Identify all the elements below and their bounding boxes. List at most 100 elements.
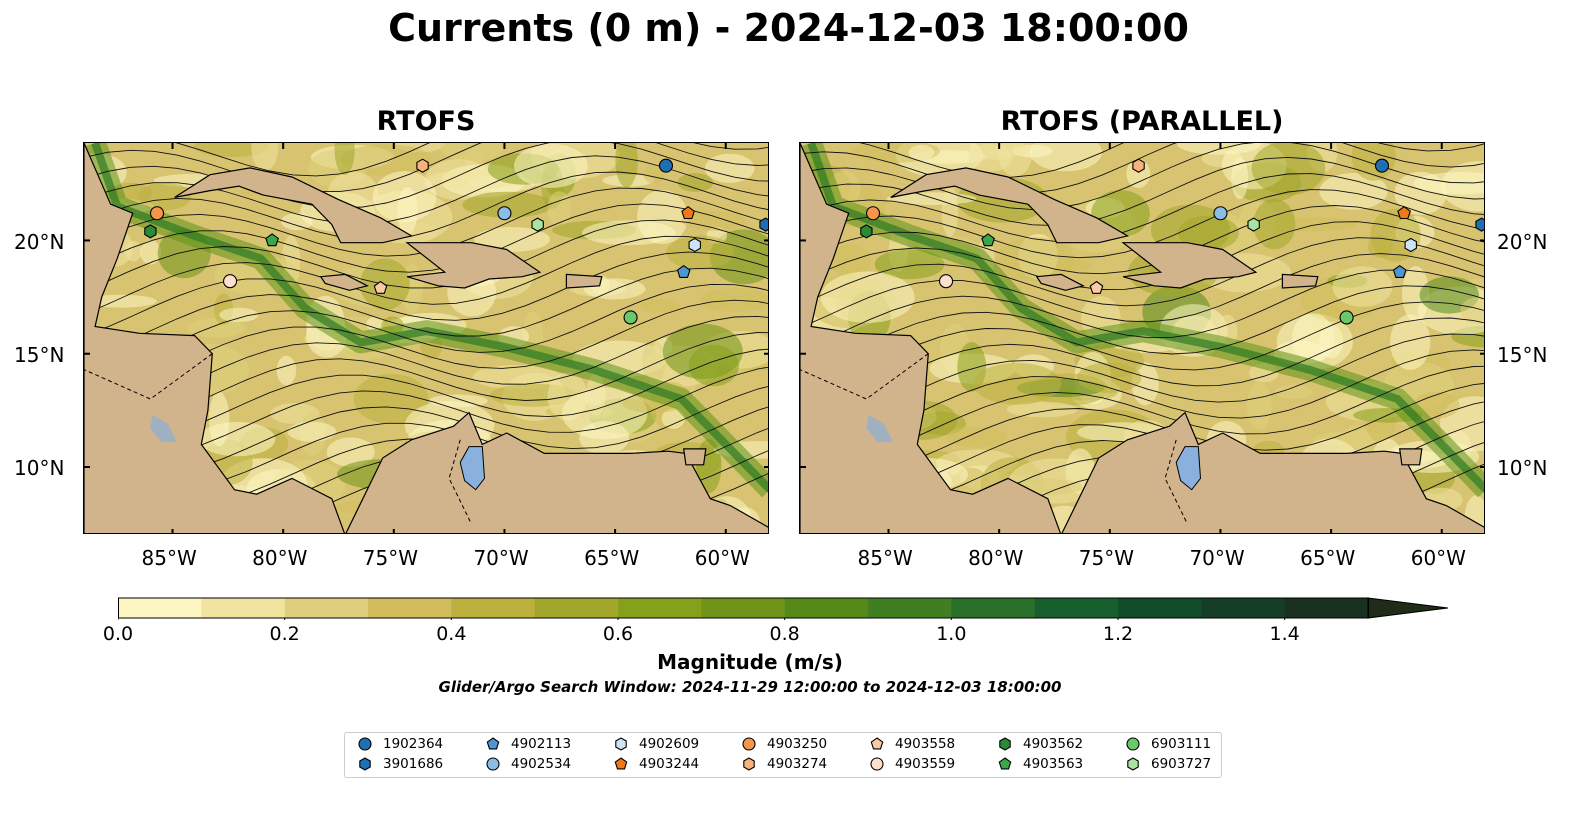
legend-label: 6903111: [1151, 736, 1212, 752]
float-marker-4903244: [681, 206, 695, 220]
colorbar-tick-label: 1.4: [1269, 623, 1300, 645]
float-marker-4902113: [676, 265, 691, 278]
lon-label: 60°W: [1410, 546, 1466, 570]
float-marker-4903274: [1132, 158, 1145, 173]
legend-item-4903563: 4903563: [997, 756, 1083, 772]
float-marker-4903244: [1397, 206, 1411, 220]
colorbar-tick-label: 0.6: [602, 623, 634, 645]
lat-label-left: 10°N: [14, 456, 65, 480]
float-marker-4903559: [939, 274, 954, 289]
float-marker-6903111: [623, 310, 638, 325]
colorbar-segment: [868, 598, 952, 618]
lon-label: 75°W: [362, 546, 419, 570]
panel-title-rtofs: RTOFS: [376, 106, 476, 137]
float-marker-4903562: [860, 224, 873, 239]
colorbar-tick-label: 0.4: [436, 623, 467, 645]
colorbar-tick-label: 0.0: [102, 623, 134, 645]
legend-item-3901686: 3901686: [357, 756, 443, 772]
colorbar-segment: [1201, 598, 1286, 618]
legend-label: 4903558: [895, 736, 956, 752]
legend-item-6903727: 6903727: [1125, 756, 1211, 772]
legend-label: 4903250: [767, 736, 828, 752]
lon-label: 80°W: [252, 546, 308, 570]
pentagon-marker-icon: [486, 737, 500, 750]
colorbar-extend-arrow: [1367, 597, 1449, 619]
lon-label: 75°W: [1078, 546, 1135, 570]
colorbar-segment: [1284, 598, 1369, 618]
legend-label: 4903244: [639, 756, 700, 772]
lat-label-left: 20°N: [14, 230, 65, 254]
float-marker-1902364: [1374, 158, 1390, 173]
colorbar-segment: [701, 598, 786, 618]
legend-label: 4902609: [639, 736, 700, 752]
legend-label: 4903563: [1023, 756, 1084, 772]
legend-label: 4903274: [767, 756, 828, 772]
legend-item-4902609: 4902609: [613, 736, 699, 752]
float-marker-1902364: [658, 158, 674, 173]
float-legend: 1902364 3901686 4902113 4902534 4902609 49032…: [344, 732, 1222, 778]
legend-item-4903559: 4903559: [869, 756, 955, 772]
hexagon-marker-icon: [999, 737, 1011, 751]
colorbar-tick-label: 1.2: [1102, 623, 1134, 645]
float-marker-6903111: [1339, 310, 1354, 325]
lon-label: 85°W: [857, 546, 913, 570]
figure-title: Currents (0 m) - 2024-12-03 18:00:00: [388, 6, 1189, 50]
float-marker-4903250: [865, 206, 881, 221]
legend-item-4903250: 4903250: [741, 736, 827, 752]
colorbar-segment: [284, 598, 369, 618]
float-marker-3901686: [759, 217, 768, 232]
circle-marker-icon: [486, 757, 500, 771]
float-marker-4902534: [497, 206, 512, 221]
float-marker-4903562: [144, 224, 157, 239]
float-marker-4902534: [1213, 206, 1228, 221]
pentagon-marker-icon: [998, 757, 1012, 770]
float-marker-4902609: [688, 237, 701, 253]
legend-label: 4903562: [1023, 736, 1084, 752]
hexagon-marker-icon: [1127, 757, 1139, 771]
float-marker-4903558: [1089, 280, 1104, 294]
lat-label-right: 20°N: [1497, 230, 1548, 254]
legend-item-4903558: 4903558: [869, 736, 955, 752]
map-rtofs: [84, 143, 768, 533]
legend-item-4903562: 4903562: [997, 736, 1083, 752]
colorbar-segment: [368, 598, 452, 618]
float-marker-6903727: [531, 217, 544, 232]
colorbar-segment: [784, 598, 869, 618]
float-marker-4903274: [416, 158, 429, 173]
legend-label: 6903727: [1151, 756, 1212, 772]
float-marker-4903250: [149, 206, 165, 221]
colorbar-tick-label: 0.2: [269, 623, 300, 645]
lon-label: 70°W: [473, 546, 529, 570]
float-marker-6903727: [1247, 217, 1260, 232]
circle-marker-icon: [742, 737, 756, 751]
pentagon-marker-icon: [870, 737, 884, 750]
legend-item-4902534: 4902534: [485, 756, 571, 772]
hexagon-marker-icon: [615, 737, 627, 751]
hexagon-marker-icon: [359, 757, 371, 771]
lon-label: 65°W: [1300, 546, 1356, 570]
lon-label: 60°W: [694, 546, 750, 570]
circle-marker-icon: [358, 737, 372, 751]
colorbar-segment: [201, 598, 286, 618]
pentagon-marker-icon: [614, 757, 628, 770]
lat-label-right: 10°N: [1497, 456, 1548, 480]
colorbar: [118, 597, 1449, 620]
float-marker-3901686: [1475, 217, 1484, 232]
legend-item-4902113: 4902113: [485, 736, 571, 752]
circle-marker-icon: [1126, 737, 1140, 751]
colorbar-tick-label: 1.0: [936, 623, 967, 645]
colorbar-label: Magnitude (m/s): [657, 650, 843, 674]
circle-marker-icon: [870, 757, 884, 771]
legend-item-6903111: 6903111: [1125, 736, 1211, 752]
colorbar-segment: [118, 598, 202, 618]
search-window-text: Glider/Argo Search Window: 2024-11-29 12…: [438, 678, 1062, 696]
float-marker-4902609: [1404, 237, 1417, 253]
lat-label-right: 15°N: [1497, 343, 1548, 367]
legend-item-4903244: 4903244: [613, 756, 699, 772]
lon-label: 65°W: [584, 546, 640, 570]
legend-label: 4902113: [511, 736, 572, 752]
legend-item-1902364: 1902364: [357, 736, 443, 752]
float-marker-4903563: [265, 233, 279, 247]
colorbar-segment: [451, 598, 536, 618]
legend-label: 4902534: [511, 756, 572, 772]
